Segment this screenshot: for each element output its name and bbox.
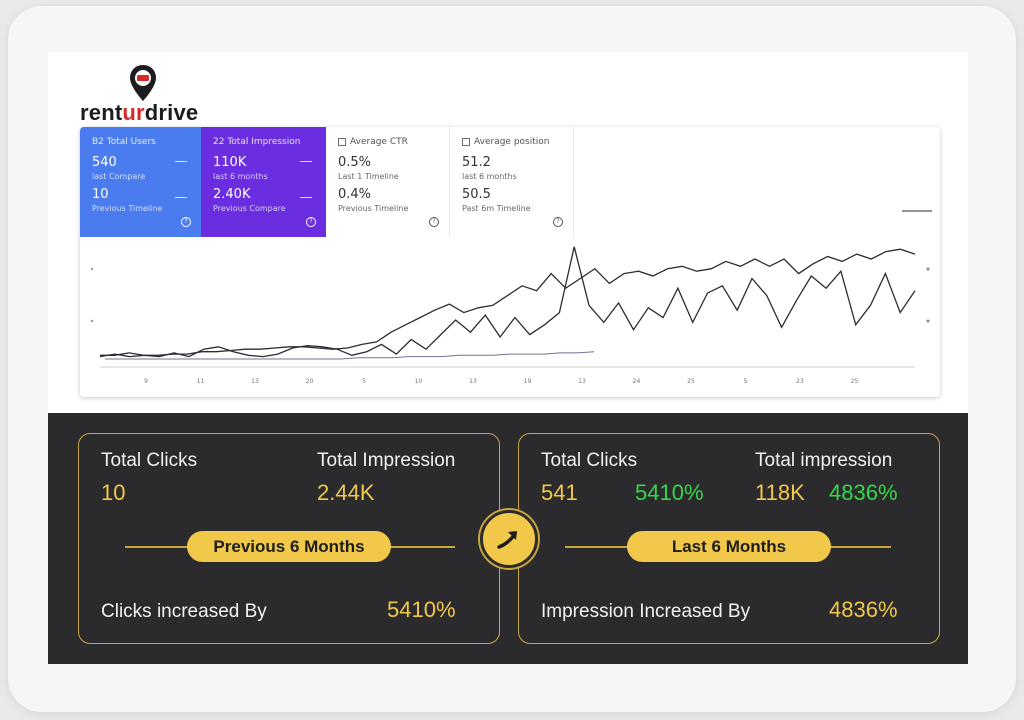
total-clicks-value: 541 bbox=[541, 480, 578, 505]
x-tick-label: 23 bbox=[796, 378, 804, 385]
y-marker bbox=[926, 319, 930, 323]
tile-sublabel: Previous Timeline bbox=[92, 204, 163, 213]
series-line-2 bbox=[99, 246, 916, 358]
total-clicks-label: Total Clicks bbox=[541, 450, 638, 471]
clicks-growth-percent: 5410% bbox=[635, 480, 704, 505]
total-impression-value: 118K bbox=[755, 480, 805, 505]
tile-sublabel: last Compare bbox=[92, 172, 146, 181]
x-tick-label: 13 bbox=[251, 378, 259, 385]
analytics-panel: 9 11 13 20 5 10 13 19 13 24 25 5 23 25 B2 Total Users… bbox=[80, 127, 940, 397]
tile-heading: Average position bbox=[462, 137, 561, 147]
last-period-box: Total Clicks 541 5410% Total impression … bbox=[518, 433, 940, 644]
x-tick-label: 19 bbox=[524, 378, 532, 385]
total-impression-label: Total impression bbox=[755, 450, 893, 471]
x-tick-label: 20 bbox=[306, 378, 314, 385]
tile-heading: B2 Total Users bbox=[92, 137, 156, 147]
help-icon[interactable]: ? bbox=[429, 217, 439, 227]
x-tick-label: 24 bbox=[633, 378, 641, 385]
tile-value: 0.5% bbox=[338, 155, 372, 170]
clicks-increase-label: Clicks increased By bbox=[101, 601, 267, 622]
x-tick-label: 13 bbox=[469, 378, 477, 385]
tile-value: 10 bbox=[92, 187, 109, 202]
location-pin-icon bbox=[130, 65, 156, 101]
tile-value: 540 bbox=[92, 155, 117, 170]
x-tick-label: 13 bbox=[578, 378, 586, 385]
comparison-panel: Total Clicks 10 Total Impression 2.44K P… bbox=[48, 413, 968, 664]
tile-value: 0.4% bbox=[338, 187, 372, 202]
checkbox-icon[interactable] bbox=[462, 138, 470, 146]
metric-tile-impressions[interactable]: 22 Total Impression 110K last 6 months 2… bbox=[201, 127, 326, 237]
x-tick-label: 25 bbox=[687, 378, 695, 385]
period-badge-last: Last 6 Months bbox=[627, 531, 831, 562]
brand-logo: renturdrive bbox=[80, 64, 240, 125]
total-impression-label: Total Impression bbox=[317, 450, 456, 471]
total-impression-value: 2.44K bbox=[317, 480, 375, 505]
x-tick-label: 5 bbox=[744, 378, 748, 385]
x-tick-label: 10 bbox=[415, 378, 423, 385]
growth-arrow-badge bbox=[480, 510, 538, 568]
tile-heading: Average CTR bbox=[338, 137, 437, 147]
tile-value: 51.2 bbox=[462, 155, 491, 170]
tile-value: 110K bbox=[213, 155, 247, 170]
x-tick-label: 9 bbox=[144, 378, 148, 385]
period-badge-previous: Previous 6 Months bbox=[187, 531, 391, 562]
performance-line-chart: 9 11 13 20 5 10 13 19 13 24 25 5 23 25 bbox=[90, 210, 932, 385]
impression-growth-percent: 4836% bbox=[829, 480, 898, 505]
series-line-3 bbox=[105, 351, 595, 360]
x-tick-label: 11 bbox=[197, 378, 205, 385]
help-icon[interactable]: ? bbox=[306, 217, 316, 227]
dash-icon bbox=[175, 197, 187, 198]
tile-sublabel: Previous Compare bbox=[213, 204, 286, 213]
impression-increase-label: Impression Increased By bbox=[541, 601, 751, 622]
dash-icon bbox=[300, 161, 312, 162]
brand-wordmark: renturdrive bbox=[80, 100, 199, 125]
tile-sublabel: last 6 months bbox=[462, 172, 517, 181]
help-icon[interactable]: ? bbox=[181, 217, 191, 227]
dash-icon bbox=[175, 161, 187, 162]
checkbox-icon[interactable] bbox=[338, 138, 346, 146]
tile-value: 50.5 bbox=[462, 187, 491, 202]
tile-value: 2.40K bbox=[213, 187, 251, 202]
impression-increase-value: 4836% bbox=[829, 597, 898, 622]
previous-period-box: Total Clicks 10 Total Impression 2.44K P… bbox=[78, 433, 500, 644]
tile-sublabel: Previous Timeline bbox=[338, 204, 409, 213]
trend-up-arrow-icon bbox=[497, 531, 517, 549]
metric-tiles: B2 Total Users 540 last Compare 10 Previ… bbox=[80, 127, 574, 237]
tile-sublabel: Past 6m Timeline bbox=[462, 204, 531, 213]
dash-icon bbox=[300, 197, 312, 198]
metric-tile-position[interactable]: Average position 51.2 last 6 months 50.5… bbox=[450, 127, 574, 237]
x-tick-label: 25 bbox=[851, 378, 859, 385]
y-marker bbox=[90, 267, 94, 271]
help-icon[interactable]: ? bbox=[553, 217, 563, 227]
metric-tile-ctr[interactable]: Average CTR 0.5% Last 1 Timeline 0.4% Pr… bbox=[326, 127, 450, 237]
y-marker bbox=[926, 267, 930, 271]
tile-heading: 22 Total Impression bbox=[213, 137, 301, 147]
y-marker bbox=[90, 319, 94, 323]
x-tick-label: 5 bbox=[362, 378, 366, 385]
series-line-1 bbox=[100, 248, 916, 356]
tile-sublabel: Last 1 Timeline bbox=[338, 172, 399, 181]
tile-sublabel: last 6 months bbox=[213, 172, 268, 181]
total-clicks-label: Total Clicks bbox=[101, 450, 198, 471]
clicks-increase-value: 5410% bbox=[387, 597, 456, 622]
metric-tile-clicks[interactable]: B2 Total Users 540 last Compare 10 Previ… bbox=[80, 127, 201, 237]
total-clicks-value: 10 bbox=[101, 480, 126, 505]
